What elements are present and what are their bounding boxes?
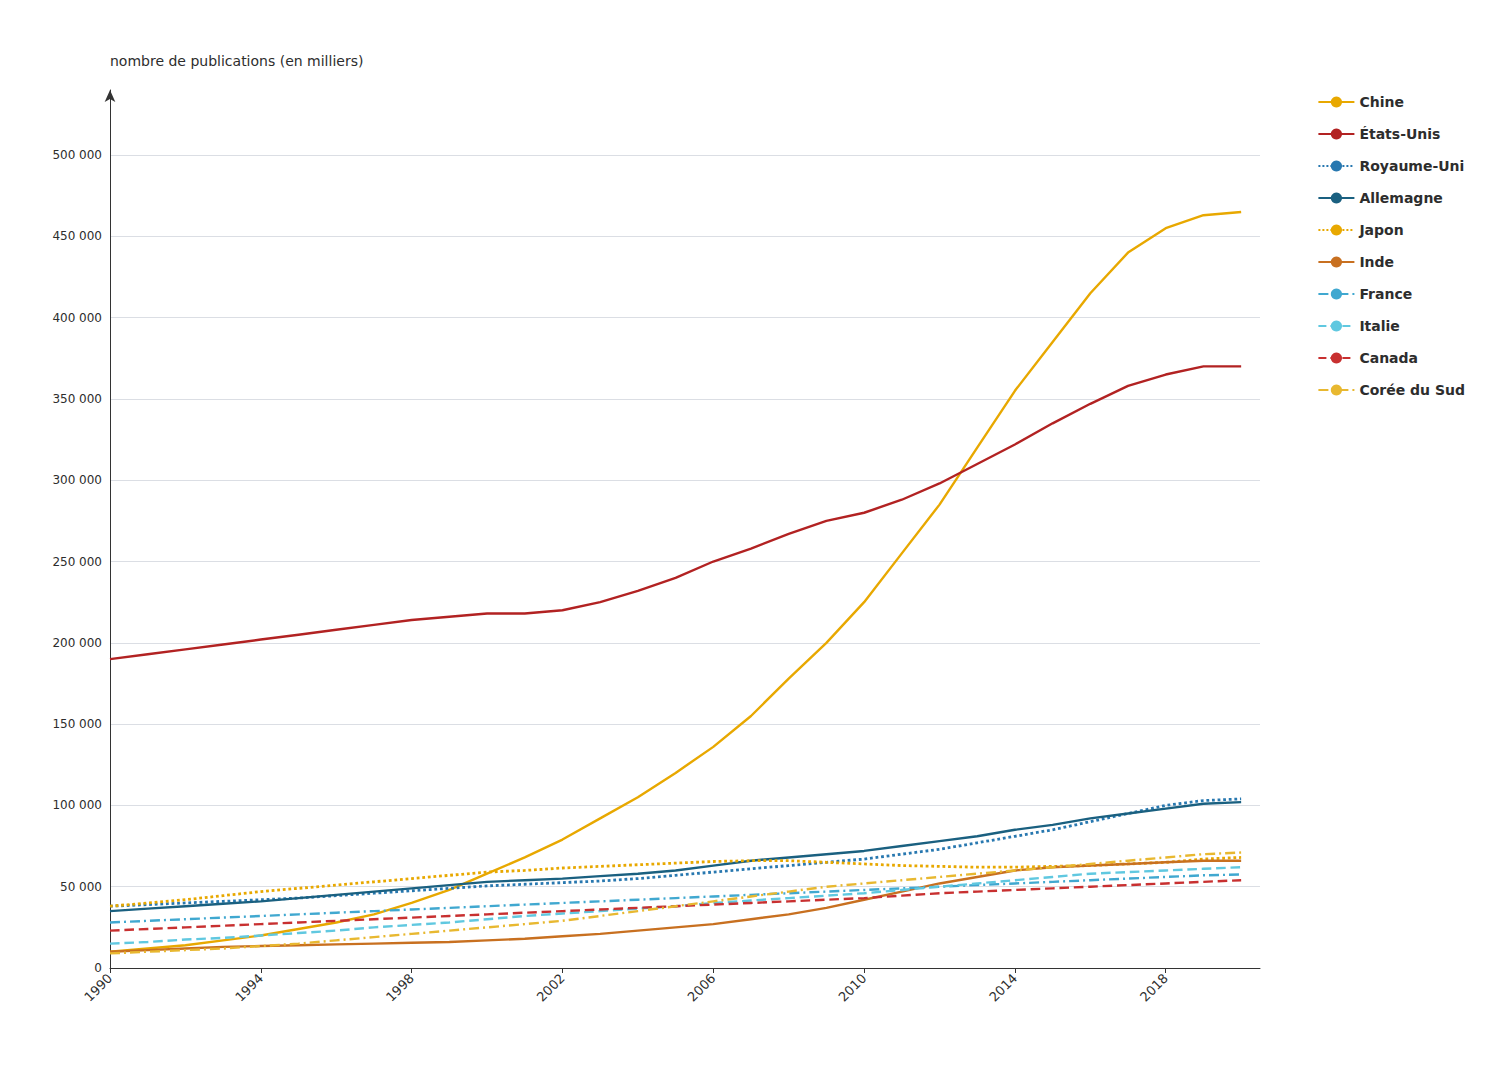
svg-text:2002: 2002 <box>534 971 568 1005</box>
svg-text:Chine: Chine <box>1359 94 1404 110</box>
svg-text:Allemagne: Allemagne <box>1359 190 1442 206</box>
svg-text:250 000: 250 000 <box>52 555 102 569</box>
svg-text:400 000: 400 000 <box>52 311 102 325</box>
svg-text:2006: 2006 <box>685 971 719 1005</box>
svg-text:États-Unis: États-Unis <box>1359 126 1440 142</box>
svg-text:1994: 1994 <box>232 971 266 1005</box>
svg-text:Canada: Canada <box>1359 350 1418 366</box>
svg-text:Royaume-Uni: Royaume-Uni <box>1359 158 1464 174</box>
svg-text:Italie: Italie <box>1359 318 1399 334</box>
svg-text:Japon: Japon <box>1358 222 1403 238</box>
svg-text:500 000: 500 000 <box>52 148 102 162</box>
svg-text:2018: 2018 <box>1137 971 1171 1005</box>
svg-text:0: 0 <box>94 961 102 975</box>
svg-text:300 000: 300 000 <box>52 473 102 487</box>
svg-text:200 000: 200 000 <box>52 636 102 650</box>
svg-text:1990: 1990 <box>81 971 115 1005</box>
svg-text:50 000: 50 000 <box>60 880 102 894</box>
svg-text:Corée du Sud: Corée du Sud <box>1359 382 1465 398</box>
svg-text:1998: 1998 <box>383 971 417 1005</box>
svg-text:450 000: 450 000 <box>52 229 102 243</box>
svg-text:France: France <box>1359 286 1412 302</box>
svg-text:350 000: 350 000 <box>52 392 102 406</box>
svg-text:100 000: 100 000 <box>52 798 102 812</box>
svg-text:nombre de publications (en mil: nombre de publications (en milliers) <box>110 53 363 69</box>
svg-text:150 000: 150 000 <box>52 717 102 731</box>
svg-text:2014: 2014 <box>986 971 1020 1005</box>
svg-text:2010: 2010 <box>835 971 869 1005</box>
svg-text:Inde: Inde <box>1359 254 1394 270</box>
